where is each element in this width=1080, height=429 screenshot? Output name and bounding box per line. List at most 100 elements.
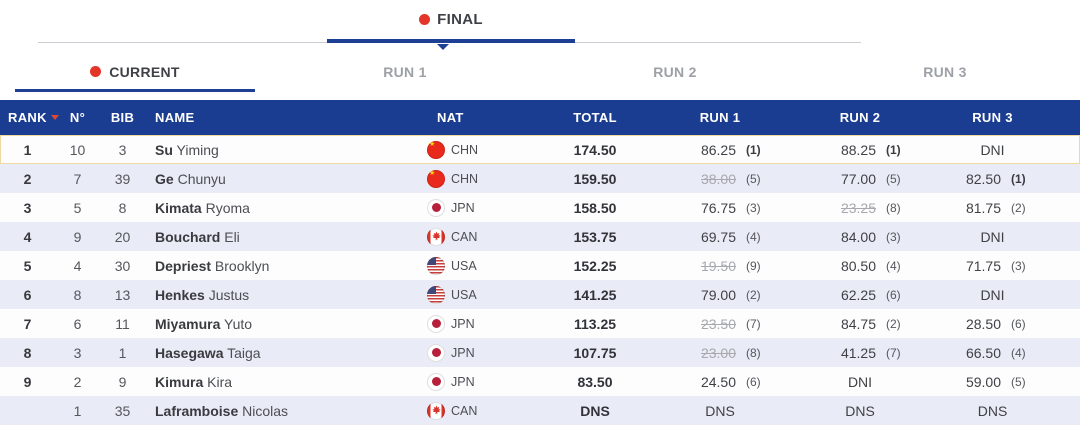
run-rank: (3) [886, 229, 901, 244]
run-rank: (5) [746, 171, 761, 186]
rank-cell: 4 [23, 228, 32, 245]
table-row[interactable]: 2 7 39 Ge Chunyu ★ CHN 159.50 38.00 (5) 77.00 (5) 8… [0, 164, 1080, 193]
rank-cell: 3 [23, 199, 32, 216]
rank-cell: 9 [23, 373, 32, 390]
run-rank: (4) [746, 229, 761, 244]
tab-run-3[interactable]: RUN 3 [825, 54, 1065, 92]
table-row[interactable]: 9 2 9 Kimura Kira JPN 83.50 24.50 (6) DNI 59.00 (5… [0, 367, 1080, 396]
run-score: 69.75 [700, 228, 736, 245]
flag-jpn-icon [427, 372, 445, 391]
run-3-cell: 28.50 (6) [930, 316, 1080, 332]
total-score-cell: 152.25 [573, 257, 617, 274]
run-score: 41.25 [840, 344, 876, 361]
athlete-first-name: Yiming [176, 141, 219, 158]
table-row[interactable]: 6 8 13 Henkes Justus USA 141.25 79.00 (2) 62.25 (… [0, 280, 1080, 309]
total-score-cell: 159.50 [573, 170, 617, 187]
run-3-cell: 82.50 (1) [930, 171, 1080, 187]
header-run-1: RUN 1 [699, 110, 741, 125]
bib-cell: 3 [118, 141, 127, 158]
table-row[interactable]: 1 10 3 Su Yiming ★ CHN 174.50 86.25 (1) 88.25 (1) D… [0, 135, 1080, 164]
star-glyph: ★ [429, 169, 436, 177]
total-score-cell: 174.50 [573, 141, 617, 158]
run-2-cell: 62.25 (6) [790, 287, 930, 303]
run-score: 71.75 [965, 257, 1001, 274]
start-number-cell: 6 [73, 315, 82, 332]
athlete-first-name: Ryoma [205, 199, 250, 216]
run-rank: (8) [746, 345, 761, 360]
bib-cell: 9 [118, 373, 127, 390]
table-row[interactable]: 4 9 20 Bouchard Eli CAN 153.75 69.75 (4) 84.00 (3… [0, 222, 1080, 251]
athlete-last-name: Miyamura [155, 315, 221, 332]
tab-current[interactable]: CURRENT [15, 54, 255, 92]
nation-cell: CAN [415, 401, 540, 420]
run-score: 88.25 [840, 141, 876, 158]
run-rank: (4) [1011, 345, 1026, 360]
run-score: 79.00 [700, 286, 736, 303]
nation-cell: JPN [415, 372, 540, 391]
athlete-name-cell: Henkes Justus [145, 287, 415, 303]
run-3-cell: 59.00 (5) [930, 374, 1080, 390]
nation-code: USA [451, 258, 477, 273]
total-score-cell: 83.50 [577, 373, 613, 390]
run-2-cell: 88.25 (1) [790, 142, 930, 158]
tab-run-1[interactable]: RUN 1 [285, 54, 525, 92]
rank-cell: 8 [23, 344, 32, 361]
table-row[interactable]: 1 35 Laframboise Nicolas CAN DNS DNS DNS DNS [0, 396, 1080, 425]
run-status: DNI [847, 373, 873, 390]
athlete-last-name: Kimata [155, 199, 202, 216]
athlete-last-name: Ge [155, 170, 174, 187]
canton [427, 256, 436, 265]
run-score: 80.50 [840, 257, 876, 274]
table-row[interactable]: 5 4 30 Depriest Brooklyn USA 152.25 19.50 (9) 80… [0, 251, 1080, 280]
athlete-last-name: Kimura [155, 373, 204, 390]
athlete-first-name: Yuto [224, 315, 253, 332]
run-1-cell: 19.50 (9) [650, 258, 790, 274]
bib-cell: 39 [114, 170, 131, 187]
table-row[interactable]: 3 5 8 Kimata Ryoma JPN 158.50 76.75 (3) 23.25 (8)… [0, 193, 1080, 222]
nation-cell: CAN [415, 227, 540, 246]
athlete-first-name: Chunyu [177, 170, 226, 187]
run-status: DNI [980, 228, 1005, 245]
rank-cell: 6 [23, 286, 32, 303]
bib-cell: 20 [114, 228, 131, 245]
athlete-first-name: Kira [207, 373, 233, 390]
run-status: DNS [705, 402, 735, 419]
run-rank: (7) [886, 345, 901, 360]
tab-run-2[interactable]: RUN 2 [555, 54, 795, 92]
run-1-cell: DNS [650, 403, 790, 419]
athlete-first-name: Brooklyn [214, 257, 270, 274]
run-rank: (1) [1011, 171, 1026, 186]
nation-code: CHN [451, 142, 479, 157]
star-glyph: ★ [429, 140, 436, 148]
run-1-cell: 86.25 (1) [650, 142, 790, 158]
start-number-cell: 3 [73, 344, 82, 361]
run-rank: (2) [746, 287, 761, 302]
athlete-last-name: Bouchard [155, 228, 221, 245]
run-rank: (3) [746, 200, 761, 215]
header-rank[interactable]: RANK [0, 110, 59, 125]
phase-tab-label: FINAL [437, 10, 483, 28]
run-3-cell: DNI [930, 142, 1080, 158]
run-status: DNS [845, 402, 875, 419]
athlete-name-cell: Su Yiming [145, 142, 415, 158]
nation-cell: JPN [415, 343, 540, 362]
run-3-cell: 66.50 (4) [930, 345, 1080, 361]
table-row[interactable]: 8 3 1 Hasegawa Taiga JPN 107.75 23.00 (8) 41.25 (… [0, 338, 1080, 367]
run-score: 23.00 [700, 344, 736, 361]
tab-final[interactable]: FINAL [327, 6, 575, 32]
run-score: 19.50 [700, 257, 736, 274]
total-score-cell: 153.75 [573, 228, 617, 245]
athlete-name-cell: Bouchard Eli [145, 229, 415, 245]
flag-jpn-icon [427, 198, 445, 217]
maple-leaf-icon [431, 405, 441, 415]
run-2-cell: 80.50 (4) [790, 258, 930, 274]
run-1-cell: 23.50 (7) [650, 316, 790, 332]
athlete-first-name: Justus [208, 286, 250, 303]
nation-cell: USA [415, 256, 540, 275]
rank-cell: 7 [23, 315, 32, 332]
start-number-cell: 4 [73, 257, 82, 274]
athlete-name-cell: Hasegawa Taiga [145, 345, 415, 361]
table-row[interactable]: 7 6 11 Miyamura Yuto JPN 113.25 23.50 (7) 84.75 (… [0, 309, 1080, 338]
run-rank: (7) [746, 316, 761, 331]
start-number-cell: 9 [73, 228, 82, 245]
